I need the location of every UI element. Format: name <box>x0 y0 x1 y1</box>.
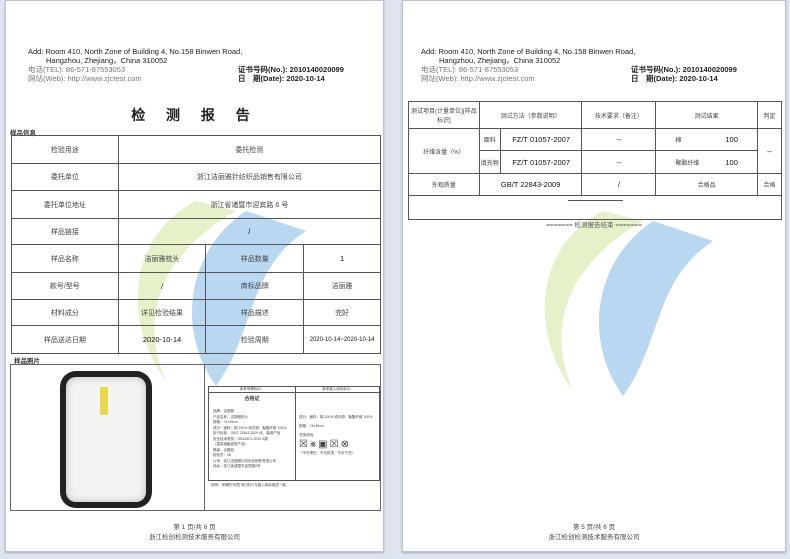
cell: 合格品 <box>655 173 759 196</box>
cert-no: 证书号码(No.): 2010140020099 <box>631 65 737 74</box>
label-line: 执行标准：GB/T 22843-2009 优，装填产品 <box>213 431 281 435</box>
results-table: 测试项目(计量单位)[样品标识] 测试方法（参数说明） 技术要求（备注） 测试结果 判定… <box>408 101 782 220</box>
label-line: 产品名称：洁丽雅枕头 <box>213 414 248 419</box>
tel: 电话(TEL): 86-571-87553053 <box>421 65 519 74</box>
cell: 洁丽雅枕头 <box>117 244 207 273</box>
cell: 洁丽雅 <box>303 272 381 300</box>
cell: 样品描述 <box>205 299 305 326</box>
label-line: 品牌：洁丽雅 <box>213 409 234 413</box>
cell: 商标品牌 <box>205 272 305 300</box>
footer-company: 浙江检创检测技术服务有限公司 <box>548 534 640 541</box>
report-page-1: Add: Room 410, North Zone of Building 4,… <box>5 0 384 552</box>
label-line: 成分：面料：棉 100% 填充物：聚酯纤维 100% <box>213 425 287 430</box>
cell: 2020-10-14~2020-10-14 <box>303 325 381 354</box>
header-cell: 技术要求（备注） <box>581 101 657 129</box>
cell: 浙江省诸暨市迎宾路 6 号 <box>117 190 382 219</box>
cell: 聚酯纤维 100 <box>655 150 759 174</box>
cell: 面料 <box>478 128 501 151</box>
report-date: 日 期(Date): 2020-10-14 <box>238 74 325 83</box>
cell: 详见检验结果 <box>117 299 207 326</box>
cell: / <box>581 173 657 196</box>
report-page-5: Add: Room 410, North Zone of Building 4,… <box>402 0 786 552</box>
cell: / <box>117 272 207 300</box>
cell: 样品名称 <box>11 244 119 273</box>
label-head: 参考缝入商标标示： <box>295 387 381 393</box>
cell: 检验用途 <box>11 135 119 164</box>
cell: 检验周期 <box>205 325 305 354</box>
cell: 款号/型号 <box>11 272 119 300</box>
cell: 2020-10-14 <box>117 325 207 354</box>
care-symbols-icon: ☒⨳▣☒⊗ <box>299 439 351 450</box>
label-line: 等级：合格品 <box>213 447 234 452</box>
label-title: 合格证 <box>244 396 260 402</box>
label-head: 参考吊牌标示： <box>209 387 295 393</box>
watermark-logo <box>544 211 713 396</box>
cell: FZ/T 01057-2007 <box>499 150 583 174</box>
cell: 委托单位 <box>11 163 119 191</box>
report-date: 日 期(Date): 2020-10-14 <box>631 74 718 83</box>
cell: 外观质量 <box>408 173 480 196</box>
cert-no: 证书号码(No.): 2010140020099 <box>238 65 344 74</box>
section-photo: 样品照片 <box>14 358 40 365</box>
section-sample-info: 样品信息 <box>10 130 36 137</box>
cell: 材料成分 <box>11 299 119 326</box>
address-line: Add: Room 410, North Zone of Building 4,… <box>421 47 636 56</box>
divider <box>567 199 623 201</box>
header-cell: 测试结果 <box>655 101 759 129</box>
cell: -- <box>581 128 657 151</box>
cell: / <box>117 218 382 245</box>
label-line: 地址：浙江省诸暨市迎宾路6号 <box>213 464 261 468</box>
cell: 浙江洁丽雅针纺织品销售有限公司 <box>117 163 382 191</box>
cell: 完好 <box>303 299 381 326</box>
pillow-photo <box>66 377 146 502</box>
header-cell: 测试方法（参数说明） <box>478 101 583 129</box>
label-card: 参考吊牌标示： 参考缝入商标标示： 合格证 品牌：洁丽雅 产品名称：洁丽雅枕头 规格… <box>208 386 381 487</box>
label-line: 安全技术类别：GB18401-2010 B类 <box>213 436 269 441</box>
web: 网站(Web): http://www.zjctest.com <box>28 74 142 83</box>
header-cell: 测试项目(计量单位)[样品标识] <box>408 101 480 129</box>
address-line: Add: Room 410, North Zone of Building 4,… <box>28 47 243 56</box>
cell: 样品数量 <box>205 244 305 273</box>
cell: 委托单位地址 <box>11 190 119 219</box>
cell: 样品链接 <box>11 218 119 245</box>
label-line: 检验员：08 <box>213 453 231 457</box>
cell <box>408 195 782 220</box>
address-line: Hangzhou, Zhejiang，China 310052 <box>439 56 561 65</box>
label-line: （直接接触皮肤产品） <box>213 442 248 446</box>
cell: 合格 <box>757 173 782 196</box>
cell: GB/T 22843-2009 <box>478 173 583 196</box>
page-number: 第 1 页/共 6 页 <box>173 524 216 531</box>
header-address: Add: Room 410, North Zone of Building 4,… <box>28 47 378 83</box>
sample-info-table: 检验用途 委托检测 委托单位 浙江洁丽雅针纺织品销售有限公司 委托单位地址 浙江省诸暨… <box>11 135 382 354</box>
page-number: 第 5 页/共 6 页 <box>572 524 616 531</box>
cell: -- <box>581 150 657 174</box>
page-title: 检 测 报 告 <box>131 108 258 124</box>
cell: -- <box>757 128 782 174</box>
cell: 委托检测 <box>117 135 382 164</box>
label-line: 规格：74×45cm <box>213 420 238 424</box>
report-end: ======= 检测报告结束 ======= <box>546 222 642 229</box>
cell: 样品送达日期 <box>11 325 119 354</box>
cell: 1 <box>303 244 381 273</box>
web: 网站(Web): http://www.zjctest.com <box>421 74 535 83</box>
sample-photo-box <box>10 364 381 511</box>
footer-company: 浙江检创检测技术服务有限公司 <box>149 534 240 541</box>
cell: FZ/T 01057-2007 <box>499 128 583 151</box>
address-line: Hangzhou, Zhejiang，China 310052 <box>46 56 168 65</box>
header-cell: 判定 <box>757 101 782 129</box>
tel: 电话(TEL): 86-571-87553053 <box>28 65 126 74</box>
cell: 纤维含量（%） <box>408 128 480 174</box>
label-line: 公司：浙江洁丽雅针纺织品销售有限公司 <box>213 458 276 463</box>
cell: 填充物 <box>478 150 501 174</box>
label-note: 说明：吊牌的“标签”和“成分”与缝入商标描述一致。 <box>211 483 290 487</box>
cell: 棉 100 <box>655 128 759 151</box>
